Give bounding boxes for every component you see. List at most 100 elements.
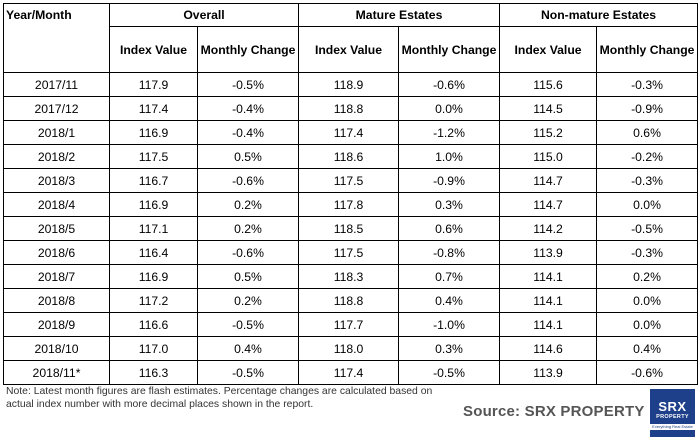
mature-change-cell: -1.2% bbox=[397, 120, 501, 145]
table-body: 2017/11 117.9 -0.5% 118.9 -0.6% 115.6 -0.3% 201… bbox=[3, 72, 699, 385]
overall-change-cell: -0.4% bbox=[197, 96, 299, 121]
mature-change-cell: -1.0% bbox=[397, 312, 501, 337]
overall-change-cell: 0.2% bbox=[197, 216, 299, 241]
non-mature-change-cell: 0.4% bbox=[596, 336, 699, 361]
overall-index-cell: 117.5 bbox=[109, 144, 198, 169]
non-mature-index-cell: 114.1 bbox=[499, 288, 598, 313]
year-month-cell: 2018/5 bbox=[3, 216, 110, 241]
overall-index-cell: 117.2 bbox=[109, 288, 198, 313]
overall-change-cell: -0.4% bbox=[197, 120, 299, 145]
table-row: 2018/1 116.9 -0.4% 117.4 -1.2% 115.2 0.6% bbox=[3, 120, 699, 145]
overall-change-header: Monthly Change bbox=[197, 26, 299, 73]
table-row: 2018/11* 116.3 -0.5% 117.4 -0.5% 113.9 -0.6% bbox=[3, 360, 699, 385]
mature-change-cell: -0.6% bbox=[397, 72, 501, 97]
year-month-cell: 2018/3 bbox=[3, 168, 110, 193]
mature-index-header: Index Value bbox=[298, 26, 399, 73]
overall-change-cell: -0.5% bbox=[197, 72, 299, 97]
mature-index-cell: 118.3 bbox=[298, 264, 399, 289]
logo-main-text: SRX bbox=[658, 399, 687, 414]
non-mature-index-cell: 114.6 bbox=[499, 336, 598, 361]
year-month-cell: 2018/8 bbox=[3, 288, 110, 313]
mature-estates-header: Mature Estates bbox=[297, 3, 501, 27]
overall-index-cell: 117.4 bbox=[109, 96, 198, 121]
non-mature-index-cell: 113.9 bbox=[499, 240, 598, 265]
year-month-header: Year/Month bbox=[3, 3, 110, 27]
overall-change-cell: -0.5% bbox=[197, 312, 299, 337]
non-mature-index-cell: 114.1 bbox=[499, 312, 598, 337]
non-mature-index-cell: 114.7 bbox=[499, 168, 598, 193]
sub-header-row: Index Value Monthly Change Index Value M… bbox=[3, 26, 699, 73]
non-mature-change-cell: 0.0% bbox=[596, 192, 699, 217]
non-mature-index-cell: 114.2 bbox=[499, 216, 598, 241]
non-mature-change-cell: -0.3% bbox=[596, 168, 699, 193]
non-mature-index-cell: 113.9 bbox=[499, 360, 598, 385]
year-month-cell: 2018/9 bbox=[3, 312, 110, 337]
table-row: 2018/8 117.2 0.2% 118.8 0.4% 114.1 0.0% bbox=[3, 288, 699, 313]
table-row: 2018/9 116.6 -0.5% 117.7 -1.0% 114.1 0.0% bbox=[3, 312, 699, 337]
non-mature-change-cell: -0.3% bbox=[596, 72, 699, 97]
non-mature-change-cell: 0.0% bbox=[596, 312, 699, 337]
non-mature-estates-header: Non-mature Estates bbox=[499, 3, 699, 27]
non-mature-index-header: Index Value bbox=[499, 26, 598, 73]
non-mature-index-cell: 115.0 bbox=[499, 144, 598, 169]
mature-index-cell: 118.8 bbox=[298, 288, 399, 313]
non-mature-change-cell: -0.5% bbox=[596, 216, 699, 241]
non-mature-change-cell: -0.2% bbox=[596, 144, 699, 169]
non-mature-index-cell: 114.7 bbox=[499, 192, 598, 217]
year-month-cell: 2018/10 bbox=[3, 336, 110, 361]
table-row: 2018/2 117.5 0.5% 118.6 1.0% 115.0 -0.2% bbox=[3, 144, 699, 169]
non-mature-change-cell: 0.6% bbox=[596, 120, 699, 145]
mature-change-cell: 0.7% bbox=[397, 264, 501, 289]
year-month-cell: 2018/1 bbox=[3, 120, 110, 145]
mature-index-cell: 117.8 bbox=[298, 192, 399, 217]
footnote: Note: Latest month figures are flash est… bbox=[6, 386, 433, 410]
overall-change-cell: 0.5% bbox=[197, 144, 299, 169]
non-mature-change-cell: -0.3% bbox=[596, 240, 699, 265]
mature-index-cell: 118.8 bbox=[298, 96, 399, 121]
overall-index-cell: 117.1 bbox=[109, 216, 198, 241]
overall-index-cell: 116.9 bbox=[109, 120, 198, 145]
logo-tagline: Everything Real Estate bbox=[650, 424, 695, 430]
overall-index-cell: 116.6 bbox=[109, 312, 198, 337]
mature-change-cell: 0.3% bbox=[397, 336, 501, 361]
year-month-cell: 2018/6 bbox=[3, 240, 110, 265]
empty-header-cell bbox=[3, 26, 110, 73]
year-month-cell: 2018/7 bbox=[3, 264, 110, 289]
overall-index-cell: 116.7 bbox=[109, 168, 198, 193]
year-month-cell: 2018/4 bbox=[3, 192, 110, 217]
mature-index-cell: 117.4 bbox=[298, 360, 399, 385]
non-mature-change-cell: 0.2% bbox=[596, 264, 699, 289]
overall-index-cell: 116.9 bbox=[109, 264, 198, 289]
table-row: 2018/6 116.4 -0.6% 117.5 -0.8% 113.9 -0.3% bbox=[3, 240, 699, 265]
overall-index-cell: 116.4 bbox=[109, 240, 198, 265]
table-row: 2018/5 117.1 0.2% 118.5 0.6% 114.2 -0.5% bbox=[3, 216, 699, 241]
year-month-cell: 2018/2 bbox=[3, 144, 110, 169]
overall-index-header: Index Value bbox=[109, 26, 198, 73]
mature-change-cell: 0.4% bbox=[397, 288, 501, 313]
overall-change-cell: 0.2% bbox=[197, 192, 299, 217]
overall-change-cell: 0.5% bbox=[197, 264, 299, 289]
srx-property-logo: SRX PROPERTY Everything Real Estate bbox=[650, 389, 695, 437]
mature-change-cell: -0.9% bbox=[397, 168, 501, 193]
overall-change-cell: -0.6% bbox=[197, 168, 299, 193]
mature-index-cell: 118.5 bbox=[298, 216, 399, 241]
group-header-row: Year/Month Overall Mature Estates Non-ma… bbox=[3, 3, 699, 27]
table-row: 2018/3 116.7 -0.6% 117.5 -0.9% 114.7 -0.3% bbox=[3, 168, 699, 193]
overall-change-cell: -0.6% bbox=[197, 240, 299, 265]
overall-change-cell: 0.2% bbox=[197, 288, 299, 313]
overall-change-cell: 0.4% bbox=[197, 336, 299, 361]
table-row: 2018/7 116.9 0.5% 118.3 0.7% 114.1 0.2% bbox=[3, 264, 699, 289]
non-mature-change-cell: -0.6% bbox=[596, 360, 699, 385]
mature-change-cell: 0.6% bbox=[397, 216, 501, 241]
mature-change-header: Monthly Change bbox=[397, 26, 501, 73]
price-index-table: Year/Month Overall Mature Estates Non-ma… bbox=[3, 3, 699, 385]
year-month-cell: 2017/12 bbox=[3, 96, 110, 121]
non-mature-change-header: Monthly Change bbox=[596, 26, 699, 73]
mature-change-cell: -0.8% bbox=[397, 240, 501, 265]
mature-change-cell: 0.3% bbox=[397, 192, 501, 217]
mature-index-cell: 117.4 bbox=[298, 120, 399, 145]
mature-change-cell: -0.5% bbox=[397, 360, 501, 385]
table-row: 2017/11 117.9 -0.5% 118.9 -0.6% 115.6 -0.3% bbox=[3, 72, 699, 97]
source-label: Source: SRX PROPERTY bbox=[463, 403, 645, 420]
table-row: 2017/12 117.4 -0.4% 118.8 0.0% 114.5 -0.9% bbox=[3, 96, 699, 121]
